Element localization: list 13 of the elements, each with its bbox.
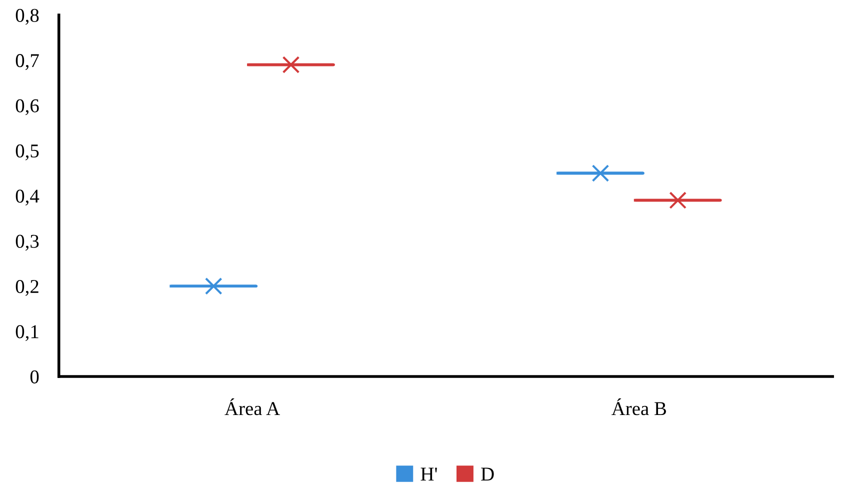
y-tick-label: 0,4 [16,190,40,206]
legend-label: D [481,468,494,481]
x-tick-label: Área A [224,398,280,416]
y-tick-label: 0,5 [16,144,39,160]
y-tick-label: 0 [30,370,39,384]
legend-label: H' [420,468,437,480]
y-tick-label: 0,8 [16,8,39,25]
y-tick-label: 0,3 [16,234,39,251]
y-tick-label: 0,6 [16,99,39,116]
x-tick-label: Área B [612,398,666,416]
y-tick-label: 0,7 [16,54,39,70]
y-tick-label: 0,2 [16,280,38,296]
y-tick-label: 0,1 [16,325,38,342]
